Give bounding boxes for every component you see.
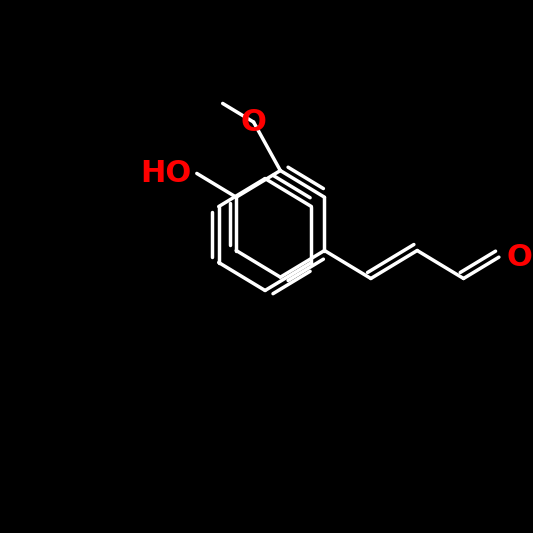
Text: HO: HO xyxy=(141,159,192,188)
Text: O: O xyxy=(241,108,266,136)
Text: O: O xyxy=(506,243,532,272)
